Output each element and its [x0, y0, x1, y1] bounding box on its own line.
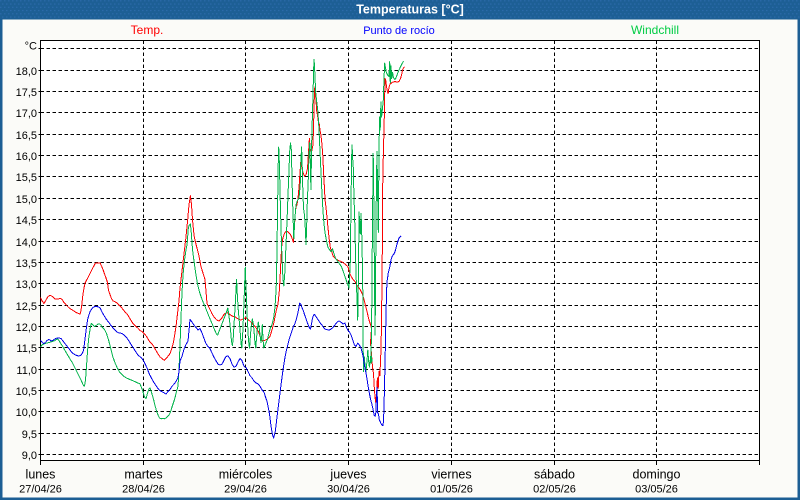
svg-text:10,0: 10,0 — [16, 407, 37, 419]
svg-text:9,0: 9,0 — [22, 450, 37, 462]
svg-text:miércoles: miércoles — [219, 468, 273, 482]
svg-text:28/04/26: 28/04/26 — [122, 484, 165, 496]
svg-text:12,5: 12,5 — [16, 301, 37, 313]
svg-text:12,0: 12,0 — [16, 322, 37, 334]
svg-text:13,0: 13,0 — [16, 279, 37, 291]
svg-text:03/05/26: 03/05/26 — [635, 484, 678, 496]
svg-text:domingo: domingo — [633, 468, 681, 482]
svg-text:Temp.: Temp. — [131, 23, 164, 37]
svg-text:viernes: viernes — [431, 468, 471, 482]
svg-text:27/04/26: 27/04/26 — [19, 484, 62, 496]
svg-text:martes: martes — [124, 468, 162, 482]
svg-text:Punto de rocío: Punto de rocío — [363, 25, 435, 37]
svg-text:13,5: 13,5 — [16, 258, 37, 270]
svg-text:14,5: 14,5 — [16, 215, 37, 227]
svg-text:Windchill: Windchill — [631, 23, 679, 37]
svg-text:15,5: 15,5 — [16, 172, 37, 184]
svg-text:Temperaturas [°C]: Temperaturas [°C] — [356, 3, 464, 17]
svg-text:15,0: 15,0 — [16, 194, 37, 206]
svg-text:17,0: 17,0 — [16, 108, 37, 120]
svg-text:°C: °C — [25, 41, 37, 53]
svg-text:10,5: 10,5 — [16, 386, 37, 398]
svg-text:30/04/26: 30/04/26 — [327, 484, 370, 496]
svg-text:01/05/26: 01/05/26 — [430, 484, 473, 496]
svg-text:16,5: 16,5 — [16, 130, 37, 142]
svg-text:14,0: 14,0 — [16, 237, 37, 249]
svg-text:18,0: 18,0 — [16, 66, 37, 78]
svg-text:9,5: 9,5 — [22, 429, 37, 441]
svg-text:lunes: lunes — [26, 468, 56, 482]
svg-text:02/05/26: 02/05/26 — [533, 484, 576, 496]
svg-text:11,5: 11,5 — [16, 343, 37, 355]
svg-text:17,5: 17,5 — [16, 87, 37, 99]
svg-text:29/04/26: 29/04/26 — [224, 484, 267, 496]
svg-text:sábado: sábado — [534, 468, 575, 482]
svg-text:11,0: 11,0 — [16, 365, 37, 377]
svg-text:16,0: 16,0 — [16, 151, 37, 163]
svg-text:jueves: jueves — [329, 468, 366, 482]
